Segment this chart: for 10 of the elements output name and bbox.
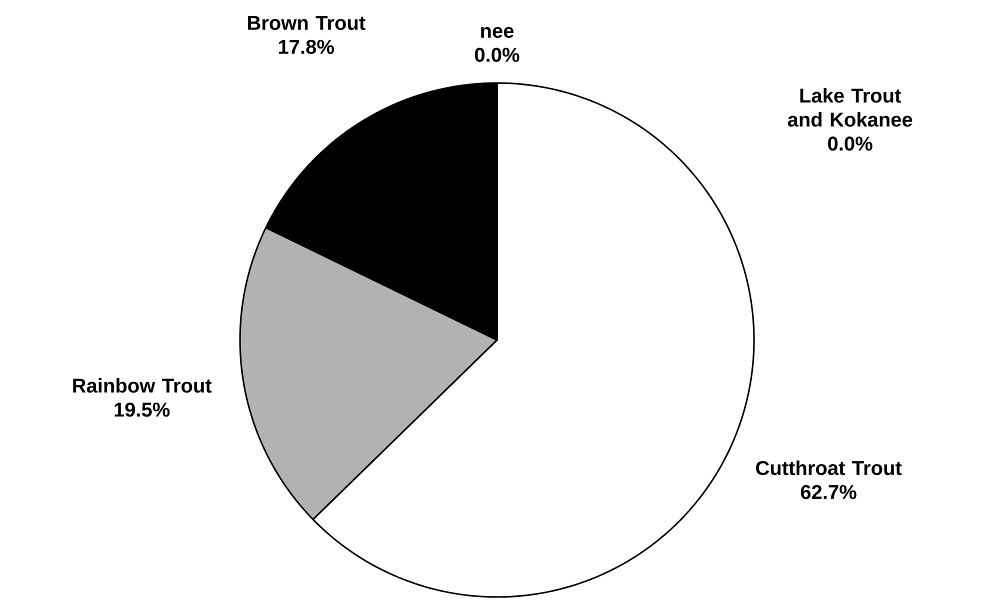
slice-label: Rainbow Trout bbox=[73, 378, 212, 393]
text: 0.0% bbox=[475, 48, 520, 62]
category-label: nee bbox=[481, 26, 514, 38]
category-label: Lake Trout and Kokanee bbox=[788, 88, 912, 127]
data-label: 19.5% bbox=[114, 402, 170, 417]
data-label: 62.7% bbox=[800, 484, 856, 500]
slice-label: Cutthroat Trout bbox=[756, 460, 902, 476]
slice-label: Brown Trout bbox=[248, 16, 366, 30]
text: 0.0% bbox=[828, 136, 872, 151]
data-label: 17.8% bbox=[279, 40, 334, 54]
